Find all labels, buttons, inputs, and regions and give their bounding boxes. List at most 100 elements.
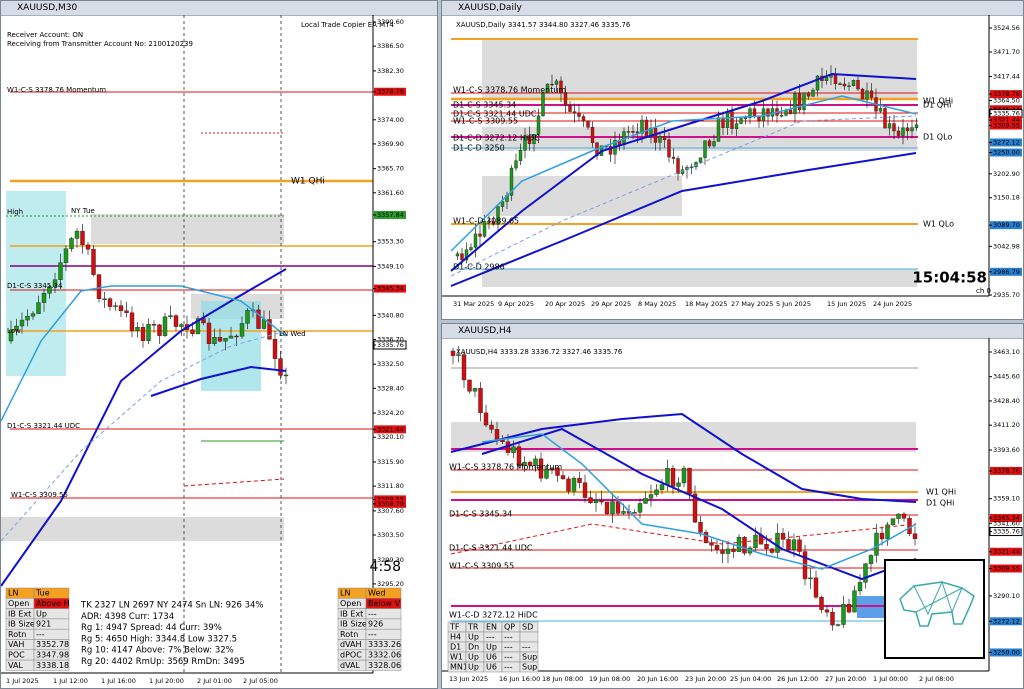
candle xyxy=(25,315,30,321)
price-box xyxy=(990,148,1022,157)
price-box xyxy=(374,425,406,434)
table-text: Sup xyxy=(522,653,537,662)
time-label: 29 Apr 2025 xyxy=(591,300,631,308)
table-text: Above H xyxy=(36,599,70,608)
candle xyxy=(643,498,648,504)
candle xyxy=(608,146,613,155)
candle xyxy=(775,533,780,553)
table-text: dVAH xyxy=(340,640,362,649)
price-label: 3150.18 xyxy=(993,194,1020,202)
level-label: W1-C-D 3272.12 HiDC xyxy=(449,611,538,620)
time-label: 20 Apr 2025 xyxy=(545,300,585,308)
price-label: 3315.90 xyxy=(377,458,404,466)
candle xyxy=(912,533,918,539)
h4-window[interactable]: XAUUSD,H4 3463.10 3445.60 3428.40 3411.20 33… xyxy=(441,323,1024,689)
price-label: 3250.00 xyxy=(993,648,1020,656)
candle xyxy=(752,108,757,117)
zone xyxy=(482,269,917,287)
time-label: 9 Apr 2025 xyxy=(498,300,534,308)
candle xyxy=(681,467,687,484)
candle xyxy=(640,119,644,134)
window-title[interactable]: XAUUSD,Daily xyxy=(442,1,1023,16)
candle xyxy=(456,354,461,356)
candle xyxy=(157,324,162,336)
moving-average xyxy=(450,95,917,252)
moving-average xyxy=(150,365,287,397)
candle xyxy=(811,89,815,97)
candle xyxy=(896,513,901,519)
table-text: 3332.06 xyxy=(368,650,401,659)
candle xyxy=(779,115,784,117)
price-label: 3309.55 xyxy=(377,495,404,503)
candle xyxy=(791,539,797,551)
table-text: H4 xyxy=(450,633,461,642)
price-label: 3250.00 xyxy=(993,148,1020,156)
candle xyxy=(590,126,595,143)
candle xyxy=(604,501,610,515)
candle xyxy=(892,123,896,132)
candle xyxy=(523,135,527,151)
window-title[interactable]: XAUUSD,M30 xyxy=(1,1,437,16)
daily-window[interactable]: XAUUSD,Daily 3524.56 3471.70 3417.44 3378.7… xyxy=(441,0,1024,320)
level-label: D1-C-D 3272.12 HiDC xyxy=(453,134,540,143)
price-label: 3303.50 xyxy=(377,531,404,539)
candle xyxy=(813,577,819,598)
candle xyxy=(766,108,770,117)
table-text: W1 xyxy=(450,653,463,662)
time-label: 23 Jun 20:00 xyxy=(685,675,726,683)
price-label: 3042.98 xyxy=(993,242,1020,250)
candle xyxy=(494,429,500,441)
candle xyxy=(19,319,25,327)
m30-window[interactable]: XAUUSD,M30 3390.60 3386.50 3382.30 3378.76 3… xyxy=(0,0,438,689)
price-label: 3341.60 xyxy=(993,519,1020,527)
price-label: 3386.50 xyxy=(377,42,404,50)
price-label: 3365.70 xyxy=(377,165,404,173)
candle xyxy=(511,446,516,453)
candle xyxy=(659,484,665,491)
zone xyxy=(482,176,682,216)
candle xyxy=(842,83,847,87)
candle xyxy=(85,244,91,250)
candle xyxy=(621,511,626,514)
candle xyxy=(545,83,550,94)
moving-average xyxy=(450,523,917,555)
candle xyxy=(748,108,752,118)
price-label: 3309.55 xyxy=(993,121,1020,129)
candle xyxy=(559,80,563,93)
price-label: 3299.30 xyxy=(377,556,404,564)
candle xyxy=(472,388,478,392)
price-label: 3335.76 xyxy=(377,341,404,349)
moving-average xyxy=(1,330,287,542)
candle xyxy=(568,105,572,112)
candle xyxy=(478,388,483,414)
candle xyxy=(721,117,725,128)
table-text: VAL xyxy=(8,661,23,670)
candle xyxy=(118,305,124,312)
table-text: Up xyxy=(36,609,47,618)
candle xyxy=(698,157,703,163)
candle xyxy=(863,563,868,583)
table-cell xyxy=(519,661,539,673)
candle xyxy=(179,324,184,327)
level-label: ch 0 xyxy=(976,287,991,295)
candle xyxy=(206,322,212,345)
window-title[interactable]: XAUUSD,H4 xyxy=(442,324,1023,339)
table-text: TF xyxy=(449,623,460,632)
candle xyxy=(905,127,910,132)
candle xyxy=(815,75,820,91)
candle xyxy=(455,253,460,257)
level-label: Rg 10: 4147 Above: 7% Below: 32% xyxy=(81,646,234,656)
candle xyxy=(563,92,568,106)
candle xyxy=(245,310,250,324)
level-label: High xyxy=(7,208,23,216)
candle xyxy=(793,93,797,115)
level-label: W1 QHi xyxy=(923,97,953,106)
price-box xyxy=(374,87,406,96)
h4-chart: 3463.10 3445.60 3428.40 3411.20 3393.60 3378.… xyxy=(442,338,1023,683)
logo-facets xyxy=(913,580,963,616)
candle xyxy=(901,513,907,519)
candle xyxy=(283,374,289,377)
table-text: Open xyxy=(8,599,29,608)
candle xyxy=(107,298,113,307)
